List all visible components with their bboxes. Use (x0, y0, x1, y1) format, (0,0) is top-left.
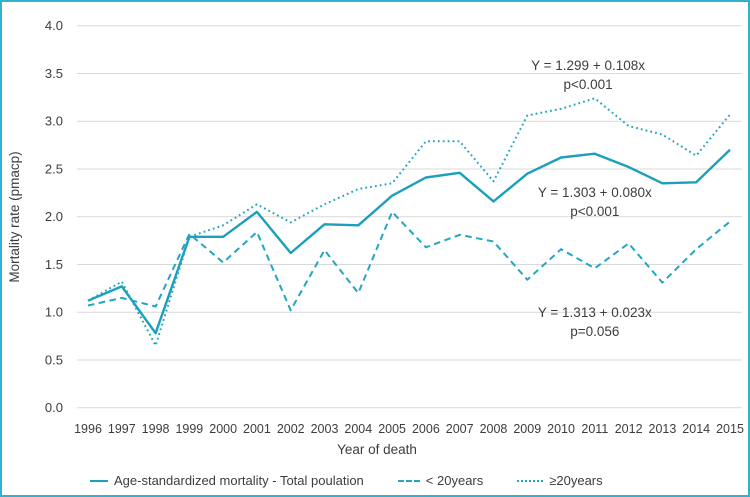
x-tick-label: 2013 (649, 422, 677, 436)
x-tick-label: 2001 (243, 422, 271, 436)
x-tick-label: 1998 (142, 422, 170, 436)
legend-item-over20: ≥20years (517, 472, 603, 488)
p-value-1: p<0.001 (563, 77, 612, 92)
x-tick-label: 2009 (513, 422, 541, 436)
x-tick-label: 2002 (277, 422, 305, 436)
x-tick-label: 2012 (615, 422, 643, 436)
regression-equation-2: Y = 1.303 + 0.080x (538, 185, 652, 200)
series-line-solid (87, 148, 731, 335)
legend-label-over20: ≥20years (549, 472, 603, 488)
y-tick-label: 3.0 (45, 114, 63, 129)
x-tick-label: 1999 (175, 422, 203, 436)
series-line-dotted (87, 97, 731, 347)
x-tick-label: 2015 (716, 422, 744, 436)
x-tick-label: 2003 (311, 422, 339, 436)
x-tick-label: 2010 (547, 422, 575, 436)
y-tick-label: 2.0 (45, 209, 63, 224)
y-tick-label: 0.5 (45, 352, 63, 367)
y-tick-label: 3.5 (45, 66, 63, 81)
regression-equation-1: Y = 1.299 + 0.108x (531, 58, 645, 73)
x-tick-label: 2004 (344, 422, 372, 436)
x-tick-label: 2006 (412, 422, 440, 436)
y-axis-title: Mortality rate (pmacp) (7, 151, 22, 282)
y-tick-label: 1.5 (45, 257, 63, 272)
x-tick-label: 1996 (74, 422, 102, 436)
p-value-2: p<0.001 (570, 204, 619, 219)
legend-label-total: Age-standardized mortality - Total poula… (114, 472, 364, 488)
legend-label-under20: < 20years (425, 472, 484, 488)
regression-equation-3: Y = 1.313 + 0.023x (538, 305, 652, 320)
y-tick-label: 2.5 (45, 161, 63, 176)
x-tick-label: 2000 (209, 422, 237, 436)
y-tick-label: 0.0 (45, 400, 63, 415)
x-tick-label: 2011 (581, 422, 608, 436)
dashed-line-swatch-icon (397, 479, 420, 482)
p-value-3: p=0.056 (570, 324, 619, 339)
y-tick-label: 4.0 (45, 18, 63, 33)
x-axis-title: Year of death (337, 442, 417, 457)
chart-legend: Age-standardized mortality - Total poula… (90, 470, 603, 490)
y-tick-label: 1.0 (45, 305, 63, 320)
x-tick-label: 2007 (446, 422, 474, 436)
series-line-dashed (87, 210, 731, 312)
x-tick-label: 2005 (378, 422, 406, 436)
x-tick-label: 1997 (108, 422, 136, 436)
x-tick-label: 2008 (480, 422, 508, 436)
dotted-line-swatch-icon (517, 479, 544, 482)
x-tick-label: 2014 (682, 422, 710, 436)
legend-item-total: Age-standardized mortality - Total poula… (90, 473, 364, 488)
legend-item-under20: < 20years (397, 472, 484, 488)
mortality-line-chart: 0.0 0.5 1.0 1.5 2.0 2.5 3.0 3.5 4.0 1996 1997 1998 1… (7, 18, 744, 457)
solid-line-swatch-icon (90, 479, 108, 482)
